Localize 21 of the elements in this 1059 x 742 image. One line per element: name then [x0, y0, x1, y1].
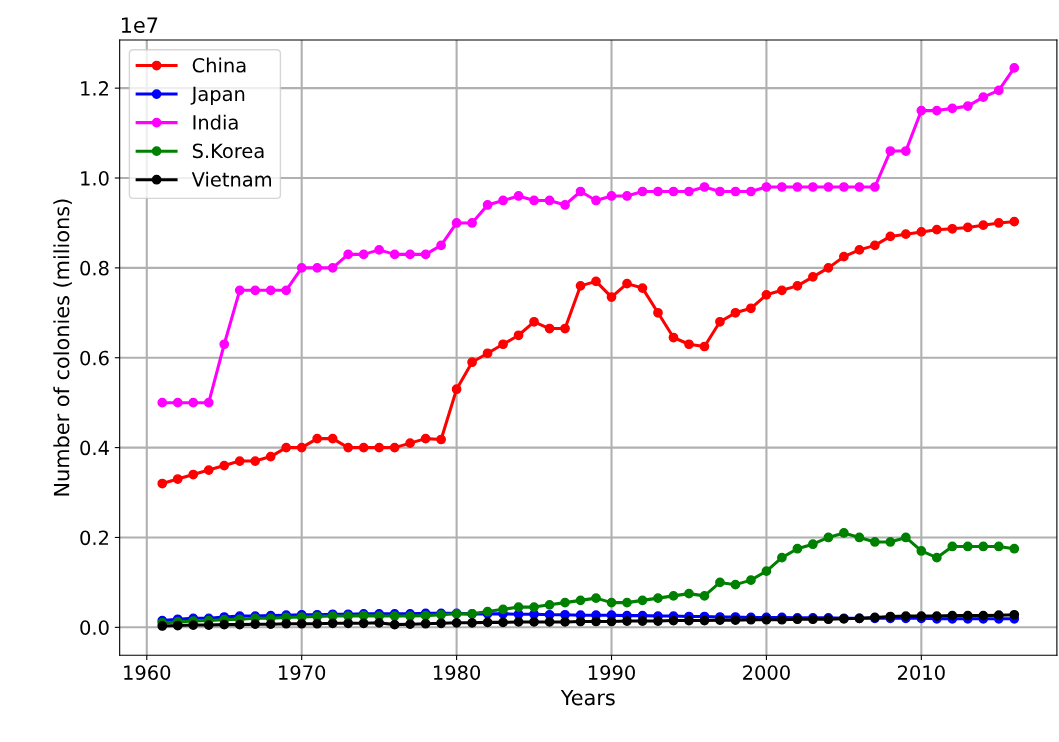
y-tick-label: 0.8 [80, 260, 109, 276]
x-tick-label: 1980 [433, 665, 481, 680]
x-axis-title: Years [560, 689, 615, 706]
x-tick-label: 2010 [898, 665, 945, 680]
y-tick-label: 1.0 [81, 170, 109, 186]
y-tick-label: 0.4 [80, 440, 109, 456]
y-tick-label: 0.6 [80, 350, 109, 366]
legend-label: China [192, 57, 246, 73]
legend-label: Vietnam [191, 171, 271, 187]
y-tick-label: 1.2 [81, 81, 108, 96]
y-tick-label: 0.2 [80, 530, 108, 546]
text: 1e7 [121, 17, 158, 33]
x-tick-label: 1970 [279, 665, 326, 680]
x-tick-label: 2000 [743, 665, 790, 680]
y-tick-label: 0.0 [80, 620, 109, 635]
y-axis-title: Number of colonies (milions) [53, 199, 72, 496]
x-tick-label: 1960 [124, 665, 171, 680]
legend-label: S.Korea [192, 143, 264, 159]
legend-label: India [193, 114, 238, 130]
legend-label: Japan [190, 86, 245, 105]
x-tick-label: 1990 [588, 665, 635, 680]
